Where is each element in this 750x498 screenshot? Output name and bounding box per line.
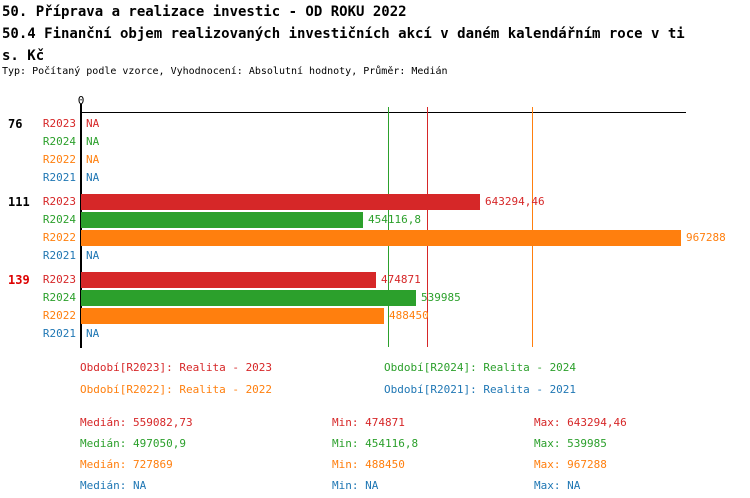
- bar-value-label: 967288: [686, 231, 726, 244]
- indicator-subtitle: 50.4 Finanční objem realizovaných invest…: [2, 26, 685, 42]
- legend-item-r2023: Období[R2023]: Realita - 2023: [80, 361, 273, 374]
- group-label-139: 139: [8, 273, 30, 287]
- stat-median-r2021: Medián: NA: [80, 479, 147, 492]
- series-row-label-r2021: R2021: [42, 249, 76, 262]
- group-label-111: 111: [8, 195, 30, 209]
- stat-min-r2023: Min: 474871: [332, 416, 405, 429]
- na-label: NA: [86, 117, 100, 130]
- bar-value-label: 454116,8: [368, 213, 421, 226]
- x-axis-top-line: [80, 112, 686, 113]
- stat-max-r2021: Max: NA: [534, 479, 581, 492]
- group-label-76: 76: [8, 117, 23, 131]
- stat-max-r2024: Max: 539985: [534, 437, 607, 450]
- bar-111-r2022: [81, 230, 681, 246]
- bar-value-label: 643294,46: [485, 195, 545, 208]
- series-row-label-r2024: R2024: [42, 213, 76, 226]
- series-row-label-r2023: R2023: [42, 117, 76, 130]
- series-row-label-r2022: R2022: [42, 309, 76, 322]
- legend-item-r2021: Období[R2021]: Realita - 2021: [384, 383, 577, 396]
- bar-value-label: 539985: [421, 291, 461, 304]
- series-row-label-r2021: R2021: [42, 171, 76, 184]
- series-row-label-r2023: R2023: [42, 195, 76, 208]
- series-row-label-r2021: R2021: [42, 327, 76, 340]
- stat-min-r2022: Min: 488450: [332, 458, 405, 471]
- page-title: 50. Příprava a realizace investic - OD R…: [2, 4, 407, 20]
- series-row-label-r2022: R2022: [42, 231, 76, 244]
- na-label: NA: [86, 153, 100, 166]
- legend-item-r2024: Období[R2024]: Realita - 2024: [384, 361, 577, 374]
- bar-139-r2022: [81, 308, 384, 324]
- stat-max-r2023: Max: 643294,46: [534, 416, 627, 429]
- zero-tick-label: 0: [77, 94, 85, 107]
- stat-median-r2024: Medián: 497050,9: [80, 437, 186, 450]
- series-row-label-r2024: R2024: [42, 291, 76, 304]
- stat-max-r2022: Max: 967288: [534, 458, 607, 471]
- stat-median-r2022: Medián: 727869: [80, 458, 173, 471]
- bar-111-r2024: [81, 212, 363, 228]
- bar-value-label: 474871: [381, 273, 421, 286]
- na-label: NA: [86, 327, 100, 340]
- median-line-r2024: [388, 107, 389, 347]
- na-label: NA: [86, 249, 100, 262]
- stat-min-r2024: Min: 454116,8: [332, 437, 419, 450]
- indicator-subtitle-wrap: s. Kč: [2, 48, 45, 64]
- na-label: NA: [86, 135, 100, 148]
- median-line-r2023: [427, 107, 428, 347]
- median-line-r2022: [532, 107, 533, 347]
- stat-median-r2023: Medián: 559082,73: [80, 416, 193, 429]
- series-row-label-r2023: R2023: [42, 273, 76, 286]
- series-row-label-r2024: R2024: [42, 135, 76, 148]
- bar-139-r2024: [81, 290, 416, 306]
- meta-line: Typ: Počítaný podle vzorce, Vyhodnocení:…: [2, 66, 448, 77]
- series-row-label-r2022: R2022: [42, 153, 76, 166]
- legend-item-r2022: Období[R2022]: Realita - 2022: [80, 383, 273, 396]
- bar-111-r2023: [81, 194, 480, 210]
- bar-139-r2023: [81, 272, 376, 288]
- stat-min-r2021: Min: NA: [332, 479, 379, 492]
- bar-value-label: 488450: [389, 309, 429, 322]
- na-label: NA: [86, 171, 100, 184]
